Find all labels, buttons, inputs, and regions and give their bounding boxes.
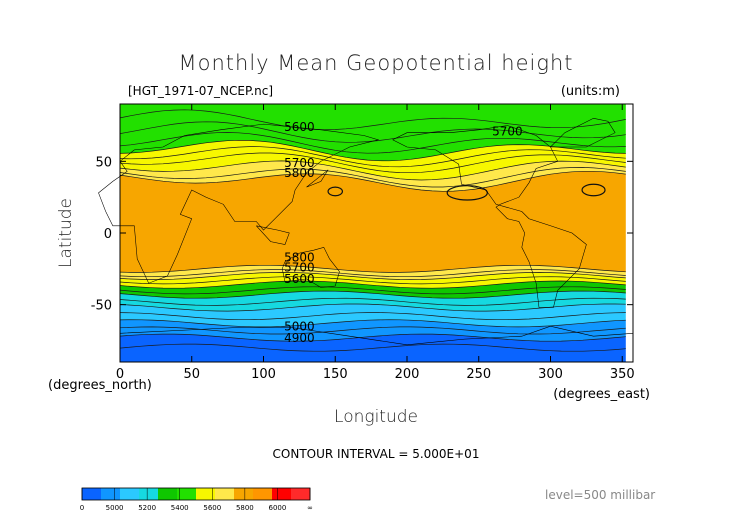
colorbar-swatch xyxy=(215,488,235,500)
contour-line xyxy=(119,139,626,162)
contour-line xyxy=(119,312,626,321)
coastline xyxy=(392,125,587,308)
contour-line xyxy=(119,319,626,328)
colorbar-label: ∞ xyxy=(307,504,313,512)
coastline xyxy=(550,118,616,148)
colorbar-swatch xyxy=(196,488,216,500)
contour-line xyxy=(119,286,626,295)
y-axis: -50 0 50 xyxy=(91,155,633,314)
contour-label: 4900 xyxy=(284,331,315,345)
contour-lines xyxy=(119,109,626,352)
x-tick-label: 250 xyxy=(466,367,491,382)
contour-label: 5800 xyxy=(284,251,315,265)
colorbar-label: 5400 xyxy=(171,504,189,512)
contour-line xyxy=(119,109,626,131)
y-unit-label: (degrees_north) xyxy=(48,378,152,393)
contour-line xyxy=(119,264,626,273)
contour-band xyxy=(120,272,626,289)
x-axis-label: Longitude xyxy=(334,407,418,427)
contour-label: 5800 xyxy=(284,166,315,180)
colorbar-swatch xyxy=(291,488,311,500)
x-tick-label: 150 xyxy=(323,367,348,382)
contour-band xyxy=(120,140,626,180)
contour-line xyxy=(119,269,626,278)
contour-line xyxy=(119,343,626,352)
coastline xyxy=(119,325,634,346)
file-label: [HGT_1971-07_NCEP.nc] xyxy=(128,84,273,98)
contour-line xyxy=(119,272,626,280)
colorbar-swatch xyxy=(177,488,197,500)
contour-line xyxy=(119,297,626,306)
x-tick-label: 200 xyxy=(395,367,420,382)
y-axis-label: Latitude xyxy=(56,198,76,268)
contour-band xyxy=(120,265,626,280)
colorbar-swatch xyxy=(82,488,102,500)
contour-label: 5700 xyxy=(492,125,523,139)
contour-line xyxy=(119,280,626,289)
contour-line xyxy=(119,152,626,174)
coastlines xyxy=(98,118,634,346)
colorbar-swatch xyxy=(158,488,178,500)
contour-line xyxy=(119,132,626,154)
contour-label: 5700 xyxy=(284,156,315,170)
coastline xyxy=(256,225,290,245)
x-tick-label: 350 xyxy=(610,367,635,382)
contour-line xyxy=(119,170,626,192)
contour-line xyxy=(119,146,626,168)
contour-band xyxy=(120,304,626,327)
colorbar-swatch xyxy=(234,488,254,500)
contour-interval-text: CONTOUR INTERVAL = 5.000E+01 xyxy=(273,447,480,461)
contour-line xyxy=(327,186,344,197)
x-tick-label: 0 xyxy=(116,367,124,382)
contour-line xyxy=(119,160,626,181)
colorbar: 0 5000 5200 5400 5600 5800 6000 ∞ xyxy=(80,487,313,512)
contour-line xyxy=(119,167,626,188)
units-label: (units:m) xyxy=(561,84,620,99)
colorbar-label: 5800 xyxy=(236,504,254,512)
contour-line xyxy=(581,183,606,197)
y-tick-label: -50 xyxy=(91,299,112,314)
contour-label: 5600 xyxy=(284,120,315,134)
contour-label: 5600 xyxy=(284,272,315,286)
contour-band xyxy=(120,171,626,273)
coastline xyxy=(306,169,329,188)
colorbar-swatch xyxy=(272,488,292,500)
contour-line xyxy=(119,290,626,299)
level-text: level=500 millibar xyxy=(545,488,655,502)
coastline xyxy=(98,123,380,284)
colorbar-label: 5600 xyxy=(203,504,221,512)
y-tick-label: 50 xyxy=(95,155,112,170)
contour-line xyxy=(119,333,626,342)
x-tick-label: 300 xyxy=(538,367,563,382)
colorbar-label: 0 xyxy=(80,504,84,512)
colorbar-label: 5200 xyxy=(138,504,156,512)
colorbar-swatch xyxy=(253,488,273,500)
colorbar-label: 5000 xyxy=(106,504,124,512)
colorbar-swatch xyxy=(120,488,140,500)
coastline xyxy=(281,246,340,288)
contour-line xyxy=(119,326,626,335)
contour-label: 5700 xyxy=(284,261,315,275)
contour-label: 5000 xyxy=(284,319,315,333)
contour-line xyxy=(119,276,626,285)
contour-line xyxy=(119,303,626,312)
y-tick-label: 0 xyxy=(104,227,112,242)
colorbar-swatch xyxy=(139,488,159,500)
colorbar-label: 6000 xyxy=(269,504,287,512)
x-unit-label: (degrees_east) xyxy=(553,387,650,402)
contour-band xyxy=(120,160,626,192)
chart-title: Monthly Mean Geopotential height xyxy=(179,51,574,75)
x-tick-label: 100 xyxy=(251,367,276,382)
colorbar-swatch xyxy=(101,488,121,500)
x-axis: 0 50 100 150 200 250 300 350 xyxy=(116,104,635,382)
contour-band xyxy=(120,319,626,342)
x-tick-label: 50 xyxy=(183,367,200,382)
